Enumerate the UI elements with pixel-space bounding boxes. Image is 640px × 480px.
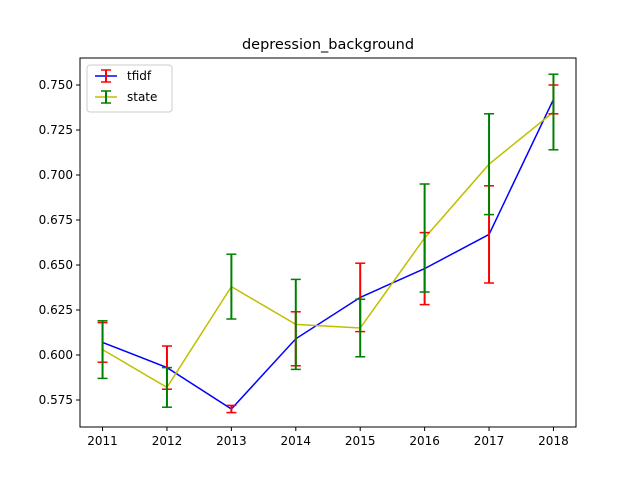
legend-label: tfidf bbox=[127, 69, 152, 83]
x-tick-label: 2011 bbox=[87, 434, 118, 448]
y-tick-label: 0.600 bbox=[39, 348, 73, 362]
chart-title: depression_background bbox=[242, 37, 414, 53]
error-bar-state-2014 bbox=[290, 278, 301, 371]
y-tick-label: 0.750 bbox=[39, 78, 73, 92]
y-tick-label: 0.675 bbox=[39, 213, 73, 227]
series-line-state bbox=[102, 111, 554, 389]
x-tick-label: 2012 bbox=[152, 434, 183, 448]
legend: tfidf state bbox=[86, 64, 173, 113]
y-tick-label: 0.725 bbox=[39, 123, 73, 137]
error-bar-state-2017 bbox=[484, 113, 495, 216]
plot-area bbox=[97, 73, 559, 414]
error-bar-state-2011 bbox=[97, 320, 108, 380]
x-tick-label: 2016 bbox=[409, 434, 440, 448]
error-bar-state-2015 bbox=[355, 298, 366, 358]
series-line-tfidf bbox=[102, 99, 555, 410]
x-tick-label: 2013 bbox=[216, 434, 247, 448]
y-tick-label: 0.575 bbox=[39, 393, 73, 407]
axes: 2011 2012 2013 2014 2015 2016 2017 2018 0.575 0.6… bbox=[39, 78, 569, 448]
x-tick-label: 2015 bbox=[345, 434, 376, 448]
error-bar-state-2018 bbox=[548, 73, 559, 151]
legend-entry-tfidf: tfidf bbox=[95, 69, 152, 83]
x-tick-label: 2014 bbox=[281, 434, 312, 448]
error-bar-state-2016 bbox=[419, 183, 430, 293]
x-tick-label: 2018 bbox=[538, 434, 569, 448]
error-bar-state-2012 bbox=[161, 366, 172, 408]
y-tick-label: 0.625 bbox=[39, 303, 73, 317]
legend-label: state bbox=[127, 90, 157, 104]
y-tick-label: 0.650 bbox=[39, 258, 73, 272]
error-bar-state-2013 bbox=[226, 253, 237, 320]
legend-entry-state: state bbox=[95, 90, 157, 104]
y-tick-label: 0.700 bbox=[39, 168, 73, 182]
error-bar-tfidf-2013 bbox=[226, 404, 237, 414]
x-tick-label: 2017 bbox=[474, 434, 505, 448]
plot-frame bbox=[79, 57, 577, 428]
